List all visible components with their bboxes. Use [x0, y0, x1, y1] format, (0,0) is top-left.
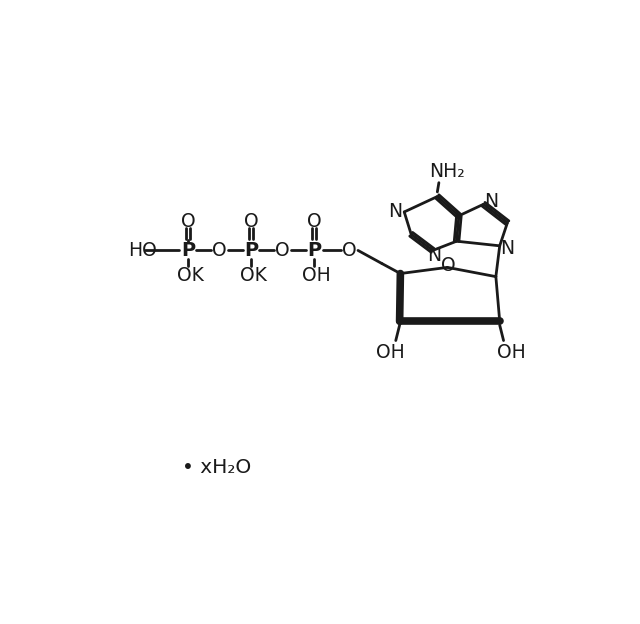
Text: OH: OH: [302, 266, 331, 285]
Text: N: N: [388, 202, 402, 222]
Text: P: P: [180, 241, 195, 260]
Text: N: N: [500, 240, 515, 258]
Text: O: O: [244, 212, 259, 231]
Text: OH: OH: [376, 343, 404, 361]
Text: O: O: [342, 241, 357, 260]
Text: NH₂: NH₂: [429, 162, 465, 180]
Text: HO: HO: [128, 241, 157, 260]
Text: O: O: [307, 212, 321, 231]
Text: OK: OK: [240, 266, 267, 285]
Text: P: P: [307, 241, 321, 260]
Text: O: O: [275, 241, 290, 260]
Text: O: O: [441, 256, 456, 275]
Text: O: O: [180, 212, 195, 231]
Text: P: P: [244, 241, 258, 260]
Text: OK: OK: [177, 266, 204, 285]
Text: • xH₂O: • xH₂O: [182, 458, 251, 477]
Text: O: O: [212, 241, 227, 260]
Text: N: N: [484, 192, 499, 211]
Text: OH: OH: [497, 343, 525, 361]
Text: N: N: [427, 246, 442, 265]
